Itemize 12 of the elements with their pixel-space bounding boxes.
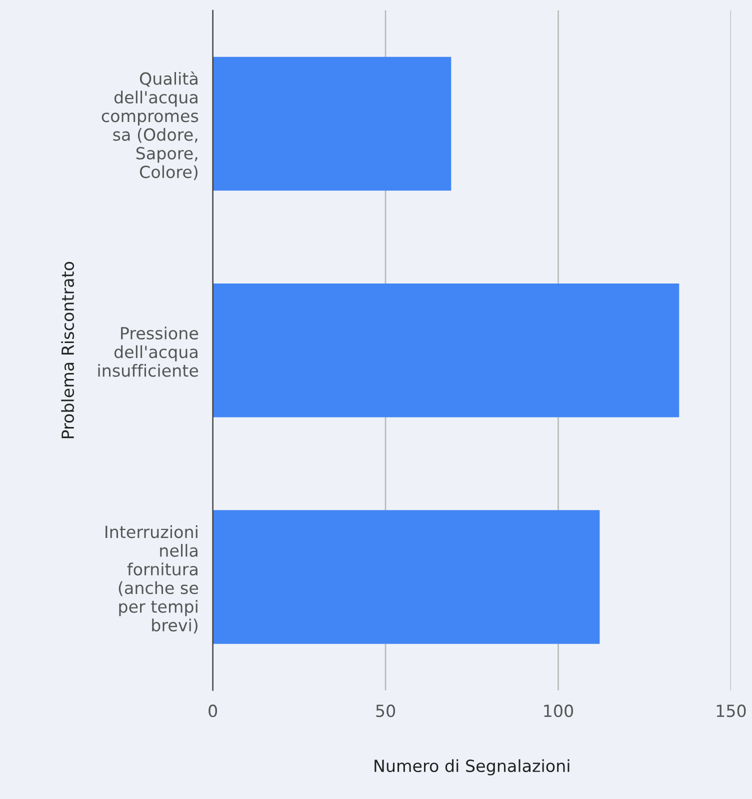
y-tick-label: Interruzioni nella fornitura (anche se per tempi brevi) [106, 525, 198, 634]
y-tick-label: Qualità dell'acqua compromes sa (Odore, Sapore, Colore) [102, 71, 198, 180]
x-tick-label: 0 [208, 704, 218, 718]
y-axis-title: Problema Riscontrato [61, 262, 74, 438]
bar [212, 284, 680, 418]
bar [212, 56, 452, 191]
x-tick-label: 50 [376, 704, 396, 718]
x-axis-title: Numero di Segnalazioni [374, 759, 570, 776]
x-tick-label: 150 [716, 704, 746, 718]
x-tick-label: 100 [544, 704, 574, 718]
y-tick-label: Pressione dell'acqua insufficiente [98, 326, 198, 377]
bar [212, 510, 600, 644]
